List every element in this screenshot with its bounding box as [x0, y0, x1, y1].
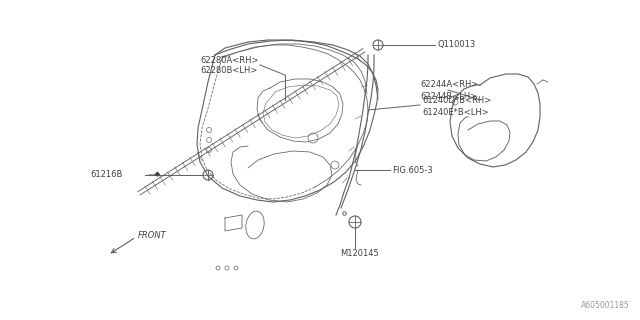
- Text: FRONT: FRONT: [138, 230, 167, 239]
- Text: —◆: —◆: [148, 171, 161, 177]
- Text: 61240E*B<LH>: 61240E*B<LH>: [422, 108, 489, 116]
- Text: M120145: M120145: [340, 250, 379, 259]
- Text: FIG.605-3: FIG.605-3: [392, 165, 433, 174]
- Text: 62244B<LH>: 62244B<LH>: [420, 92, 477, 100]
- Text: A605001185: A605001185: [581, 301, 630, 310]
- Text: 62244A<RH>: 62244A<RH>: [420, 79, 478, 89]
- Text: 61240D*B<RH>: 61240D*B<RH>: [422, 95, 492, 105]
- Text: 61216B: 61216B: [90, 170, 122, 179]
- Text: 62280A<RH>: 62280A<RH>: [200, 55, 259, 65]
- Text: 62280B<LH>: 62280B<LH>: [200, 66, 257, 75]
- Text: Q110013: Q110013: [437, 39, 476, 49]
